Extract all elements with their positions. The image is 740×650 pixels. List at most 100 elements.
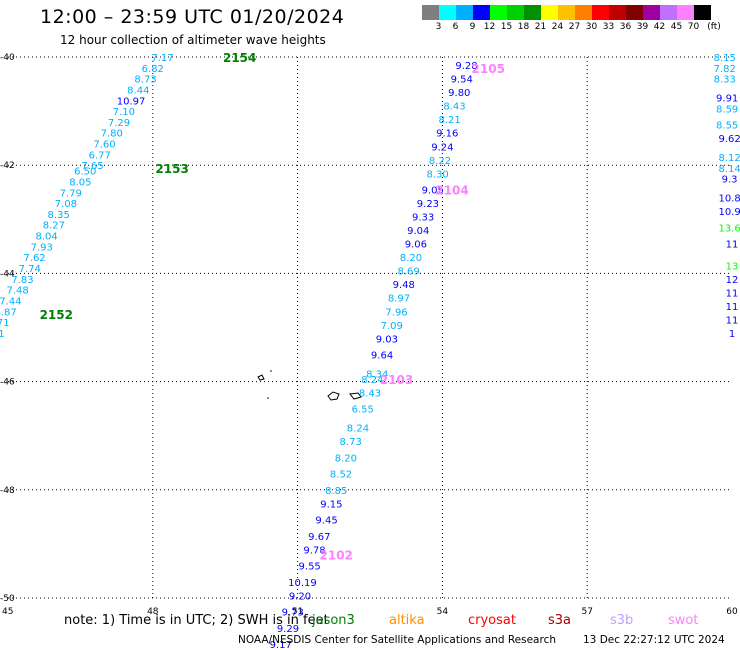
wave-height-value: 8.34 <box>366 369 388 380</box>
pass-label: 2153 <box>155 162 188 176</box>
map-title: 12:00 – 23:59 UTC 01/20/2024 <box>40 6 345 28</box>
wave-height-value: 9.15 <box>320 499 342 510</box>
pass-label: 2105 <box>472 62 505 76</box>
wave-height-value: 8.52 <box>330 470 352 481</box>
wave-height-value: 10.97 <box>117 96 146 107</box>
wave-height-value: 9.17 <box>270 640 292 650</box>
wave-height-value: 9.80 <box>448 88 470 99</box>
wave-height-value: 7.93 <box>31 242 53 253</box>
wave-height-value: 8.44 <box>127 85 149 96</box>
island-outline <box>270 370 272 372</box>
wave-height-value: 9.23 <box>417 199 439 210</box>
wave-height-value: 7.48 <box>7 286 29 297</box>
legend-swatch <box>524 5 541 20</box>
legend-swatch <box>439 5 456 20</box>
wave-height-value: 8.97 <box>388 294 410 305</box>
wave-height-value: 11 <box>726 288 739 299</box>
legend-label: 27 <box>568 22 581 32</box>
wave-height-value: 12 <box>726 275 739 286</box>
wave-height-value: 7.83 <box>11 275 33 286</box>
wave-height-value: 9.45 <box>315 516 337 527</box>
wave-height-value: 9.67 <box>308 532 330 543</box>
wave-height-value: 7.08 <box>55 199 77 210</box>
wave-height-value: 7.71 <box>0 318 9 329</box>
wave-height-value: 9.55 <box>299 562 321 573</box>
wave-height-value: 6.82 <box>142 64 164 75</box>
wave-height-value: 7.96 <box>385 307 407 318</box>
legend-unit: (ft) <box>707 22 721 32</box>
wave-height-value: 8.43 <box>359 388 381 399</box>
satellite-name: s3b <box>610 613 634 628</box>
x-tick-label: 45 <box>2 607 13 617</box>
legend-swatch <box>694 5 711 20</box>
legend-swatch <box>643 5 660 20</box>
wave-height-value: 8.04 <box>35 232 57 243</box>
wave-height-value: 9.3 <box>722 175 738 186</box>
x-tick-label: 60 <box>726 607 738 617</box>
wave-height-value: 7.62 <box>23 253 45 264</box>
island-outline <box>349 392 362 400</box>
legend-swatch <box>660 5 677 20</box>
wave-height-value: 7.17 <box>151 53 173 64</box>
y-tick-label: -46 <box>0 378 15 388</box>
legend-label: 15 <box>500 22 513 32</box>
legend-label: 21 <box>534 22 547 32</box>
wave-height-value: 7.82 <box>714 64 736 75</box>
legend-label: 3 <box>435 22 442 32</box>
legend-label: 36 <box>619 22 632 32</box>
legend-label: 24 <box>551 22 564 32</box>
legend-swatch <box>422 5 439 20</box>
wave-height-value: 7.61 <box>0 329 5 340</box>
wave-height-value: 8.12 <box>718 153 740 164</box>
color-scale-legend <box>422 5 711 20</box>
legend-swatch <box>456 5 473 20</box>
wave-height-value: 9.24 <box>431 142 453 153</box>
y-tick-label: -50 <box>0 594 15 604</box>
wave-height-value: 11 <box>726 240 739 251</box>
wave-height-value: 6.87 <box>0 307 17 318</box>
legend-label: 18 <box>517 22 530 32</box>
wave-height-value: 9.29 <box>277 624 299 635</box>
wave-height-value: 9.06 <box>405 240 427 251</box>
legend-label: 70 <box>687 22 700 32</box>
x-tick-label: 51 <box>292 607 303 617</box>
island-outline <box>257 374 265 381</box>
legend-swatch <box>677 5 694 20</box>
legend-label: 45 <box>670 22 683 32</box>
wave-height-value: 9.78 <box>303 545 325 556</box>
legend-swatch <box>507 5 524 20</box>
legend-label: 33 <box>602 22 615 32</box>
x-tick-label: 54 <box>437 607 449 617</box>
wave-height-value: 8.21 <box>439 115 461 126</box>
wave-height-value: 8.59 <box>716 104 738 115</box>
wave-height-value: 8.15 <box>714 53 736 64</box>
pass-label: 2152 <box>40 308 73 322</box>
satellite-name: altika <box>389 613 425 628</box>
legend-label: 9 <box>469 22 476 32</box>
wave-height-value: 8.22 <box>429 156 451 167</box>
credit-line: NOAA/NESDIS Center for Satellite Applica… <box>238 634 556 646</box>
legend-label: 12 <box>483 22 496 32</box>
wave-height-value: 9.28 <box>455 61 477 72</box>
wave-height-value: 7.79 <box>60 188 82 199</box>
wave-height-value: 7.80 <box>101 129 123 140</box>
wave-height-value: 7.10 <box>113 107 135 118</box>
satellite-name: swot <box>668 613 699 628</box>
wave-height-value: 8.33 <box>714 75 736 86</box>
wave-height-value: 8.55 <box>716 121 738 132</box>
wave-height-value: 7.44 <box>0 296 22 307</box>
legend-label: 30 <box>585 22 598 32</box>
wave-height-value: 10.9 <box>718 207 740 218</box>
legend-swatch <box>626 5 643 20</box>
wave-height-value: 10.8 <box>718 194 740 205</box>
generated-timestamp: 13 Dec 22:27:12 UTC 2024 <box>583 634 725 646</box>
y-tick-label: -48 <box>0 486 15 496</box>
wave-height-value: 8.05 <box>69 177 91 188</box>
pass-label: 2102 <box>320 549 353 563</box>
legend-swatch <box>609 5 626 20</box>
wave-height-value: 1 <box>729 329 735 340</box>
satellite-name: s3a <box>548 613 572 628</box>
x-tick-label: 57 <box>581 607 592 617</box>
